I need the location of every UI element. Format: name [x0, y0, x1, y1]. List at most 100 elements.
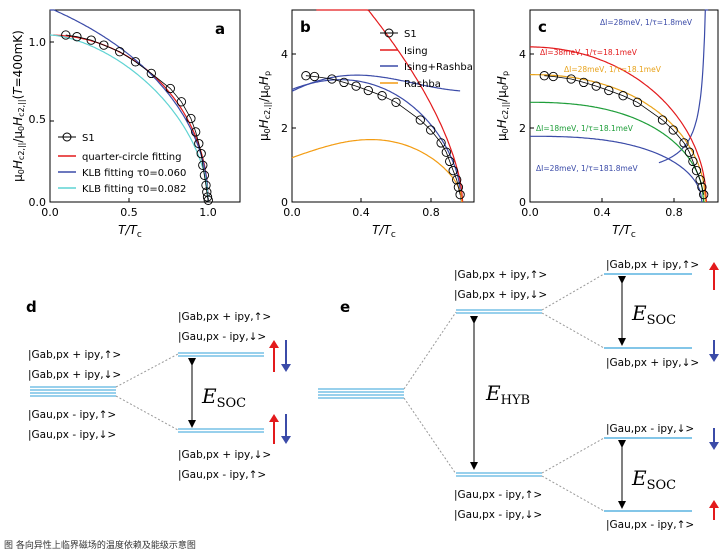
s1-point	[618, 91, 628, 101]
s1-point	[579, 77, 589, 88]
s1-point	[176, 97, 187, 107]
c-label-4: ΔI=18meV, 1/τ=18.1meV	[536, 124, 634, 133]
panel-d-label: d	[26, 298, 37, 316]
e-right-level-1: |Gab,px + ipy,↑>	[606, 259, 699, 271]
a-xtick-1: 0.5	[120, 206, 138, 219]
s1-point	[391, 97, 401, 107]
s1-point	[668, 125, 678, 135]
d-left-levels	[30, 386, 116, 397]
d-esoc-label: ESOC	[201, 384, 246, 411]
a-xtick-0: 0.0	[41, 206, 59, 219]
e-mid-upper-levels	[456, 309, 542, 314]
a-klb-060-curve	[50, 9, 209, 203]
e-esoc-label-upper: ESOC	[631, 301, 676, 328]
s1-point	[186, 113, 196, 124]
e-right-level-3: |Gau,px - ipy,↓>	[606, 423, 694, 435]
s1-point	[436, 138, 446, 148]
s1-point	[453, 182, 464, 192]
a-legend-klb2: KLB fitting τ0=0.082	[82, 184, 186, 195]
b-xtick-2: 0.8	[422, 206, 440, 219]
panel-e-label: e	[340, 298, 350, 316]
s1-point	[203, 195, 213, 205]
b-legend-s1: S1	[404, 29, 417, 40]
c-curve-5	[530, 135, 703, 203]
s1-point	[591, 81, 601, 91]
panel-a-plot: a 0.0 0.5 1.0 0.0 0.5 1.0 T/Tc μ0Hc2,||/…	[11, 9, 241, 240]
a-legend: S1 quarter-circle fitting KLB fitting τ0…	[58, 132, 186, 195]
s1-point	[455, 189, 465, 200]
s1-point	[86, 35, 96, 45]
a-xtick-2: 1.0	[199, 206, 217, 219]
e-mid-lower-levels	[456, 472, 542, 477]
s1-point	[327, 74, 337, 84]
e-mid-lower-2: |Gau,px - ipy,↓>	[454, 509, 542, 521]
b-legend-rashba: Rashba	[404, 79, 441, 90]
d-left-level-4: |Gau,px - ipy,↓>	[28, 429, 116, 441]
d-upper-level-2: |Gau,px - ipy,↓>	[178, 331, 266, 343]
s1-point	[72, 32, 82, 42]
s1-point	[415, 115, 425, 125]
c-ytick-1: 2	[519, 122, 526, 135]
e-connector-up	[403, 311, 457, 390]
c-curve-2	[530, 46, 707, 203]
b-ytick-1: 2	[281, 122, 288, 135]
a-legend-quarter: quarter-circle fitting	[82, 152, 181, 163]
e-ehyb-label: EHYB	[485, 381, 530, 408]
s1-point	[604, 85, 614, 96]
s1-point	[679, 138, 689, 148]
s1-point	[309, 71, 320, 82]
s1-point	[165, 83, 175, 94]
s1-point	[363, 85, 373, 96]
e-connector-down	[403, 397, 457, 475]
c-label-2: ΔI=38meV, 1/τ=18.1meV	[540, 48, 638, 57]
b-xtick-1: 0.4	[352, 206, 370, 219]
a-legend-klb1: KLB fitting τ0=0.060	[82, 168, 186, 179]
e-mid-upper-1: |Gab,px + ipy,↑>	[454, 269, 547, 281]
s1-point	[191, 127, 201, 137]
c-curve-4	[530, 101, 705, 203]
panel-c-plot: c 0.0 0.4 0.8 0 2 4 T/Tc μ0Hc2,||/μ0Hp Δ…	[495, 9, 719, 240]
c-label-3: ΔI=28meV, 1/τ=18.1meV	[564, 65, 662, 74]
c-label-1: ΔI=28meV, 1/τ=1.8meV	[600, 18, 693, 27]
s1-point	[452, 175, 462, 185]
s1-line	[65, 34, 209, 201]
d-lower-level-1: |Gab,px + ipy,↓>	[178, 449, 271, 461]
s1-point	[441, 147, 451, 157]
s1-point	[691, 165, 702, 176]
s1-point	[351, 81, 361, 91]
s1-point	[566, 74, 576, 84]
d-left-level-1: |Gab,px + ipy,↑>	[28, 349, 121, 361]
b-legend-ising-rashba: Ising+Rashba	[404, 62, 473, 73]
d-lower-levels	[178, 428, 264, 433]
s1-point	[146, 68, 156, 79]
d-connector-up	[115, 353, 179, 388]
s1-point	[196, 148, 206, 159]
panel-d-diagram: d |Gab,px + ipy,↑> |Gab,px + ipy,↓> |Gau…	[26, 298, 291, 481]
d-lower-level-2: |Gau,px - ipy,↑>	[178, 469, 266, 481]
c-xlabel: T/Tc	[612, 223, 636, 240]
panel-a-label: a	[215, 20, 225, 38]
s1-point	[194, 138, 204, 149]
panel-e-diagram: e |Gab,px + ipy,↑> |Gab,px + ipy,↓> |Gau…	[318, 259, 719, 531]
c-label-5: ΔI=28meV, 1/τ=181.8meV	[536, 164, 638, 173]
panel-c-label: c	[538, 18, 547, 36]
s1-point	[115, 47, 125, 57]
s1-point	[699, 189, 709, 200]
a-klb-082-curve	[49, 34, 209, 203]
s1-point	[99, 40, 109, 50]
s1-point	[445, 156, 455, 167]
a-ytick-1: 0.5	[29, 113, 47, 126]
s1-point	[695, 175, 705, 185]
s1-point	[688, 156, 698, 167]
b-xtick-0: 0.0	[283, 206, 301, 219]
s1-point	[632, 97, 643, 107]
s1-point	[539, 71, 549, 81]
panel-b-label: b	[300, 18, 311, 36]
panel-b-plot: b 0.0 0.4 0.8 0 2 4 T/Tc μ0Hc2,||/μ0Hp S…	[257, 9, 475, 240]
b-ising-curve	[316, 9, 464, 203]
c-ytick-0: 0	[519, 196, 526, 209]
panel-a-frame	[49, 9, 241, 203]
c-ylabel: μ0Hc2,||/μ0Hp	[495, 71, 510, 141]
e-spin-arrows	[709, 262, 719, 520]
